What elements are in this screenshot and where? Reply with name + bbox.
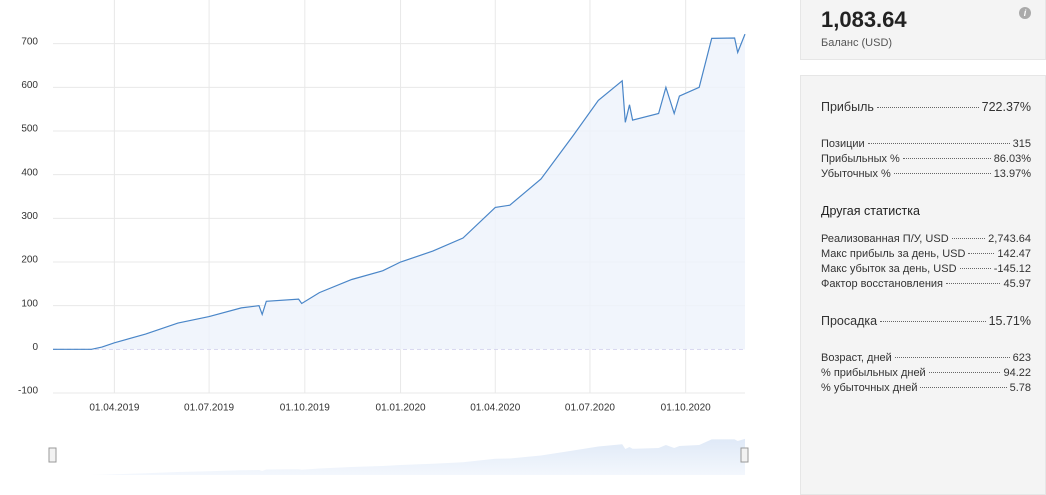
- navigator-area: [53, 438, 745, 475]
- y-tick-label: 200: [21, 255, 38, 266]
- y-tick-label: -100: [18, 386, 38, 397]
- stats-row: Макс убыток за день, USD -145.12: [821, 262, 1031, 277]
- stats-value: 15.71%: [988, 314, 1031, 328]
- stats-value: 2,743.64: [988, 233, 1031, 245]
- stats-value: 5.78: [1009, 382, 1031, 394]
- y-tick-label: 100: [21, 298, 38, 309]
- stats-group: Другая статистка Реализованная П/У, USD 2,…: [821, 204, 1031, 292]
- page: 01.04.2019 01.07.2019 01.10.2019 01.01.2020…: [17, 0, 1046, 495]
- x-tick-label: 01.10.2020: [661, 403, 711, 414]
- navigator-handle[interactable]: [740, 447, 749, 463]
- stats-value: 86.03%: [993, 153, 1031, 165]
- stats-group: Просадка 15.71%: [821, 314, 1031, 329]
- leader: [902, 158, 991, 159]
- stats-value: 722.37%: [981, 100, 1031, 114]
- x-tick-label: 01.04.2019: [89, 403, 139, 414]
- stats-value: 94.22: [1003, 367, 1031, 379]
- line: [53, 33, 746, 350]
- leader: [920, 387, 1007, 388]
- stats-row: Реализованная П/У, USD 2,743.64: [821, 232, 1031, 247]
- stats-value: -145.12: [993, 263, 1031, 275]
- stats-label: Реализованная П/У, USD: [821, 233, 949, 245]
- info-icon[interactable]: i: [1019, 7, 1031, 19]
- leader: [946, 283, 1001, 284]
- stats-row: Убыточных % 13.97%: [821, 167, 1031, 182]
- balance-value: 1,083.64: [821, 7, 907, 32]
- stats-value: 45.97: [1003, 278, 1031, 290]
- stats-value: 315: [1012, 138, 1031, 150]
- leader: [893, 173, 991, 174]
- balance-label: Баланс (USD): [821, 37, 893, 49]
- stats-label: Убыточных %: [821, 168, 891, 180]
- y-tick-label: 500: [21, 124, 38, 135]
- stats-value: 13.97%: [993, 168, 1031, 180]
- stats-group: Позиции 315 Прибыльных % 86.03% Убыточных % 1…: [821, 137, 1031, 182]
- stats-label: % прибыльных дней: [821, 367, 926, 379]
- leader: [928, 372, 1001, 373]
- stats-label: Макс убыток за день, USD: [821, 263, 957, 275]
- stats-label: Просадка: [821, 314, 878, 328]
- x-tick-label: 01.01.2020: [376, 403, 426, 414]
- stats-label: Макс прибыль за день, USD: [821, 248, 966, 260]
- stats-label: Прибыль: [821, 100, 874, 114]
- leader: [880, 321, 986, 322]
- x-tick-label: 01.07.2019: [184, 403, 234, 414]
- y-tick-label: 600: [21, 80, 38, 91]
- x-tick-label: 01.10.2019: [280, 403, 330, 414]
- x-tick-label: 01.04.2020: [470, 403, 520, 414]
- y-tick-label: 300: [21, 211, 38, 222]
- navigator-handle[interactable]: [48, 447, 57, 463]
- leader: [959, 268, 991, 269]
- stats-value: 623: [1012, 352, 1031, 364]
- stats-row: Возраст, дней 623: [821, 351, 1031, 366]
- y-tick-label: 700: [21, 36, 38, 47]
- area: [53, 34, 745, 350]
- stats-row: Прибыльных % 86.03%: [821, 152, 1031, 167]
- leader: [876, 107, 979, 108]
- stats-value: 142.47: [997, 248, 1031, 260]
- stats-label: % убыточных дней: [821, 382, 918, 394]
- stats-group: Возраст, дней 623% прибыльных дней 94.22% …: [821, 351, 1031, 396]
- leader: [894, 357, 1010, 358]
- y-tick-label: 0: [32, 342, 38, 353]
- stats-label: Фактор восстановления: [821, 278, 943, 290]
- stats-heading: Другая статистка: [821, 204, 920, 218]
- stats-card: Прибыль 722.37% Позиции 315 Прибыльных % 86.0…: [800, 75, 1046, 495]
- stats-row: Просадка 15.71%: [821, 314, 1031, 329]
- stats-row: Макс прибыль за день, USD 142.47: [821, 247, 1031, 262]
- x-tick-label: 01.07.2020: [565, 403, 615, 414]
- y-tick-label: 400: [21, 167, 38, 178]
- leader: [867, 143, 1010, 144]
- stats-group: Прибыль 722.37%: [821, 100, 1031, 115]
- stats-label: Позиции: [821, 138, 865, 150]
- stats-label: Возраст, дней: [821, 352, 892, 364]
- leader: [968, 253, 995, 254]
- stats-row: Позиции 315: [821, 137, 1031, 152]
- leader: [951, 238, 986, 239]
- chart: 01.04.2019 01.07.2019 01.10.2019 01.01.2020…: [18, 0, 749, 475]
- stats-row: % убыточных дней 5.78: [821, 381, 1031, 396]
- stats-row: % прибыльных дней 94.22: [821, 366, 1031, 381]
- balance-card: 1,083.64 Баланс (USD) i: [800, 0, 1046, 60]
- stats-label: Прибыльных %: [821, 153, 900, 165]
- stats-row: Прибыль 722.37%: [821, 100, 1031, 115]
- stats-row: Фактор восстановления 45.97: [821, 277, 1031, 292]
